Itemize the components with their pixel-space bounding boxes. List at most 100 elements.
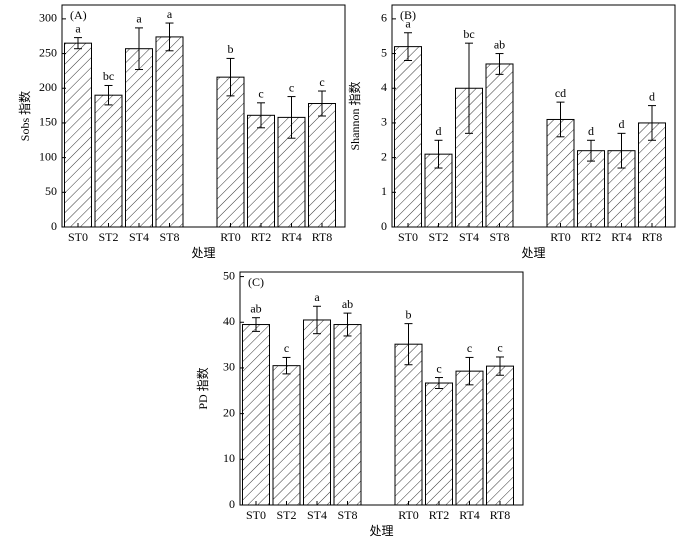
significance-letter: ab	[494, 37, 505, 51]
bar	[216, 76, 245, 228]
bar	[425, 382, 453, 506]
significance-letter: d	[619, 117, 625, 131]
significance-letter: c	[497, 341, 502, 355]
significance-letter: a	[314, 290, 320, 304]
bar	[308, 103, 336, 228]
bar	[333, 324, 362, 506]
significance-letter: ab	[250, 301, 261, 315]
x-tick-label: RT0	[220, 230, 241, 244]
x-tick-label: RT8	[490, 508, 511, 522]
y-tick-label: 5	[381, 45, 387, 59]
y-tick-label: 30	[223, 360, 235, 374]
y-tick-label: 3	[381, 115, 387, 129]
x-tick-label: ST4	[459, 230, 479, 244]
y-axis-label: PD 指数	[195, 367, 210, 409]
y-tick-label: 200	[39, 80, 57, 94]
y-tick-label: 1	[381, 184, 387, 198]
bar	[94, 94, 123, 228]
bar	[607, 150, 636, 228]
significance-letter: c	[436, 361, 441, 375]
x-tick-label: RT8	[642, 230, 663, 244]
significance-letter: a	[75, 21, 81, 35]
y-tick-label: 50	[223, 268, 235, 282]
panel-label: (C)	[248, 275, 264, 289]
axes-frame	[61, 4, 346, 228]
panel-label: (B)	[400, 8, 416, 22]
y-tick-label: 300	[39, 11, 57, 25]
bar	[455, 370, 484, 506]
x-tick-label: RT2	[581, 230, 602, 244]
y-tick-label: 4	[381, 80, 387, 94]
significance-letter: b	[406, 307, 412, 321]
significance-letter: ab	[342, 297, 353, 311]
x-tick-label: ST0	[398, 230, 418, 244]
significance-letter: bc	[463, 27, 474, 41]
bar	[242, 324, 270, 506]
significance-letter: c	[289, 80, 294, 94]
x-tick-label: ST4	[129, 230, 149, 244]
x-tick-label: ST8	[159, 230, 179, 244]
x-tick-label: ST2	[276, 508, 296, 522]
significance-letter: a	[136, 12, 142, 26]
x-tick-label: RT4	[459, 508, 480, 522]
x-axis-label: 处理	[521, 246, 545, 260]
y-tick-label: 100	[39, 149, 57, 163]
x-tick-label: ST2	[98, 230, 118, 244]
x-tick-label: RT2	[429, 508, 450, 522]
significance-letter: d	[588, 124, 594, 138]
y-axis-label: Sobs 指数	[17, 91, 32, 141]
significance-letter: cd	[555, 86, 566, 100]
significance-letter: a	[167, 7, 173, 21]
significance-letter: d	[649, 89, 655, 103]
x-axis-label: 处理	[369, 524, 393, 538]
y-tick-label: 2	[381, 149, 387, 163]
significance-letter: c	[258, 87, 263, 101]
x-tick-label: ST4	[307, 508, 327, 522]
y-tick-label: 0	[381, 219, 387, 233]
x-tick-label: RT4	[281, 230, 302, 244]
significance-letter: bc	[103, 69, 114, 83]
bar	[64, 42, 92, 228]
y-tick-label: 10	[223, 451, 235, 465]
x-axis-label: 处理	[191, 246, 215, 260]
significance-letter: a	[405, 17, 411, 31]
x-tick-label: RT0	[550, 230, 571, 244]
y-tick-label: 50	[45, 184, 57, 198]
y-tick-label: 150	[39, 115, 57, 129]
bar	[303, 319, 331, 506]
y-tick-label: 6	[381, 11, 387, 25]
x-tick-label: ST0	[246, 508, 266, 522]
axes-frame	[239, 271, 524, 506]
significance-letter: c	[467, 341, 472, 355]
x-tick-label: ST8	[337, 508, 357, 522]
y-axis-label: Shannon 指数	[347, 81, 362, 150]
x-tick-label: ST0	[68, 230, 88, 244]
significance-letter: c	[319, 75, 324, 89]
y-tick-label: 0	[229, 497, 235, 511]
bar	[155, 36, 184, 228]
y-tick-label: 250	[39, 45, 57, 59]
x-tick-label: RT2	[251, 230, 272, 244]
bar	[394, 46, 422, 228]
y-tick-label: 20	[223, 405, 235, 419]
x-tick-label: ST8	[489, 230, 509, 244]
bar	[577, 150, 605, 228]
x-tick-label: RT8	[312, 230, 333, 244]
bar	[247, 114, 275, 228]
bar	[125, 48, 153, 228]
bar	[394, 343, 423, 506]
bar	[486, 365, 514, 506]
y-tick-label: 40	[223, 314, 235, 328]
significance-letter: d	[436, 124, 442, 138]
x-tick-label: ST2	[428, 230, 448, 244]
bar	[272, 365, 301, 506]
x-tick-label: RT0	[398, 508, 419, 522]
y-tick-label: 0	[51, 219, 57, 233]
axes-frame	[391, 4, 676, 228]
significance-letter: c	[284, 341, 289, 355]
bar	[485, 63, 514, 228]
significance-letter: b	[228, 42, 234, 56]
x-tick-label: RT4	[611, 230, 632, 244]
panel-label: (A)	[70, 8, 87, 22]
